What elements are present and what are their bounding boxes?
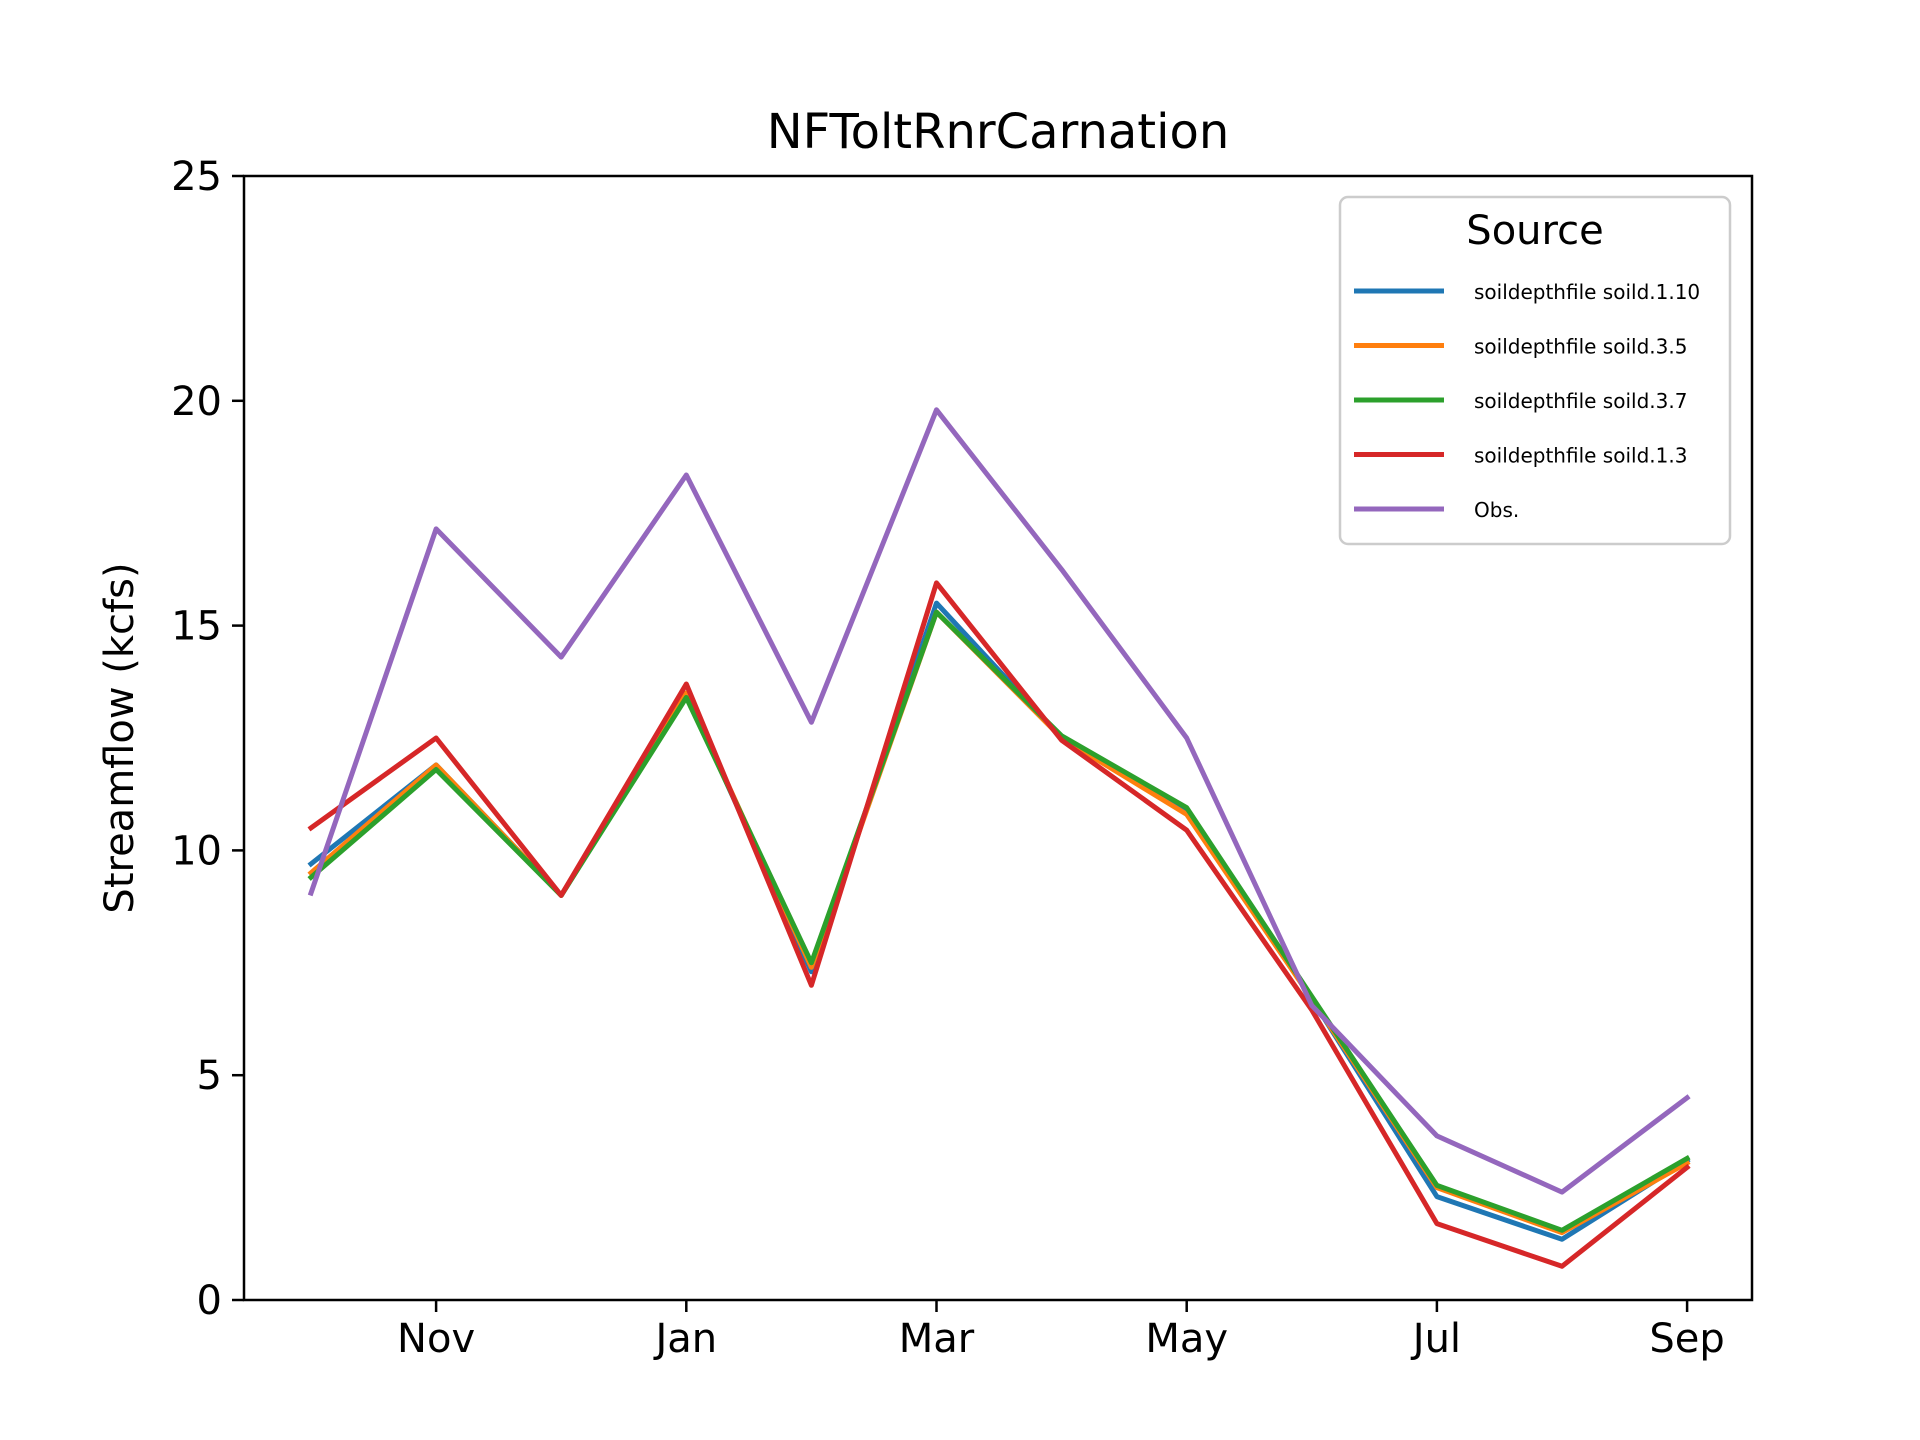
legend-label: Obs.	[1474, 498, 1519, 522]
legend-label: soildepthfile soild.1.10	[1474, 280, 1700, 304]
series-line-5	[307, 407, 1691, 1195]
series-line-4	[307, 580, 1691, 1269]
x-tick-label: Nov	[397, 1316, 475, 1362]
y-tick-label: 5	[197, 1053, 222, 1099]
x-axis: Nov Jan Mar May Jul Sep	[397, 1300, 1725, 1362]
y-tick-label: 15	[171, 604, 222, 650]
legend-box	[1338, 195, 1732, 546]
series-line-3	[307, 609, 1691, 1233]
series-layer	[307, 407, 1691, 1269]
x-tick-label: Mar	[899, 1316, 975, 1362]
y-tick-label: 20	[171, 379, 222, 425]
y-tick-label: 25	[171, 154, 222, 200]
legend-entries: soildepthfile soild.1.10 soildepthfile so…	[1354, 280, 1700, 522]
chart-title: NFToltRnrCarnation	[767, 104, 1229, 160]
x-tick-label: May	[1145, 1316, 1228, 1362]
x-tick-label: Jul	[1410, 1316, 1461, 1362]
legend-label: soildepthfile soild.3.5	[1474, 335, 1687, 359]
legend-label: soildepthfile soild.1.3	[1474, 444, 1687, 468]
plot-frame	[242, 174, 1754, 1302]
legend: Source soildepthfile soild.1.10soildepth…	[1338, 195, 1732, 546]
y-axis: 0 5 10 15 20 25	[171, 154, 244, 1324]
y-axis-label: Streamflow (kcfs)	[97, 562, 143, 913]
y-tick-label: 10	[171, 828, 222, 874]
x-tick-label: Sep	[1649, 1316, 1724, 1362]
legend-label: soildepthfile soild.3.7	[1474, 389, 1687, 413]
y-tick-label: 0	[197, 1278, 222, 1324]
legend-title: Source	[1466, 208, 1603, 254]
x-tick-label: Jan	[652, 1316, 717, 1362]
